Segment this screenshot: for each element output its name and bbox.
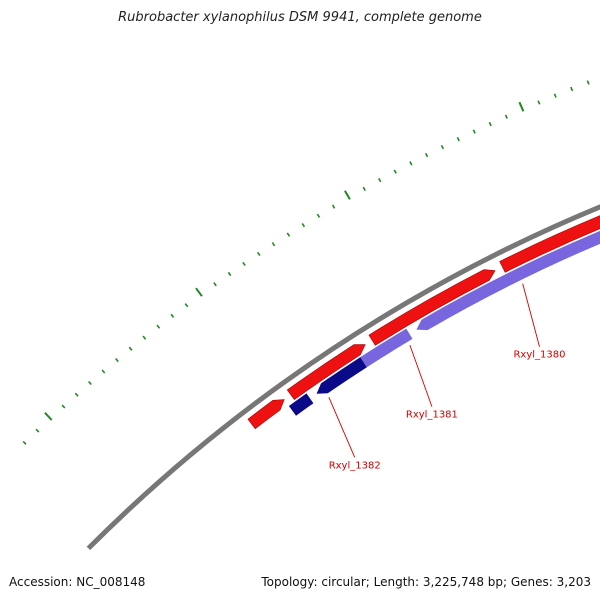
scale-major-tick	[518, 101, 525, 112]
scale-minor-tick	[316, 213, 321, 218]
forward-gene-arrow	[368, 269, 496, 346]
gene-label: Rxyl_1382	[329, 460, 381, 471]
scale-minor-tick	[242, 261, 246, 267]
scale-minor-tick	[142, 335, 147, 340]
reverse-gene-arrow	[360, 328, 413, 368]
scale-minor-tick	[472, 129, 476, 134]
scale-minor-tick	[184, 303, 189, 308]
reverse-gene-arrow	[316, 357, 367, 394]
scale-minor-tick	[101, 369, 106, 374]
scale-minor-tick	[409, 161, 413, 166]
scale-minor-tick	[362, 186, 366, 191]
scale-minor-tick	[256, 251, 261, 257]
gene-leader-line	[409, 344, 433, 407]
scale-major-tick	[44, 412, 53, 421]
scale-major-tick	[195, 287, 203, 297]
gene-label: Rxyl_1380	[513, 350, 565, 361]
scale-minor-tick	[156, 324, 161, 329]
scale-minor-tick	[456, 137, 460, 142]
map-title: Rubrobacter xylanophilus DSM 9941, compl…	[118, 10, 482, 25]
scale-minor-tick	[88, 380, 92, 386]
scale-minor-tick	[213, 282, 217, 287]
scale-minor-tick	[331, 204, 336, 209]
scale-minor-tick	[115, 357, 119, 363]
scale-minor-tick	[128, 346, 133, 351]
gene-label: Rxyl_1381	[406, 410, 458, 421]
reverse-gene-arrow	[416, 230, 600, 331]
feature-track	[247, 215, 600, 430]
scale-minor-tick	[35, 428, 40, 433]
scale-minor-tick	[227, 271, 232, 277]
scale-minor-tick	[440, 144, 445, 150]
scale-minor-tick	[301, 222, 306, 228]
scale-minor-tick	[424, 152, 429, 158]
scale-major-tick	[344, 190, 351, 200]
scale-minor-tick	[271, 242, 276, 247]
accession-text: Accession: NC_008148	[9, 575, 146, 589]
scale-minor-tick	[74, 392, 79, 397]
scale-minor-tick	[553, 93, 557, 98]
scale-minor-tick	[378, 178, 382, 183]
scale-minor-tick	[61, 404, 66, 409]
genome-backbone	[86, 204, 600, 551]
gene-leader-line	[328, 397, 356, 458]
backbone-arc	[86, 204, 600, 551]
scale-minor-tick	[537, 100, 541, 105]
scale-minor-tick	[22, 440, 27, 445]
forward-gene-arrow	[286, 344, 366, 401]
scale-track: 1399 kbp1400 kbp1401 kbp1402 kbp1403 kbp…	[22, 80, 590, 445]
scale-minor-tick	[586, 80, 590, 85]
gene-leader-line	[522, 283, 540, 347]
scale-minor-tick	[286, 232, 291, 237]
forward-gene-arrow	[499, 215, 600, 273]
scale-minor-tick	[170, 313, 175, 318]
scale-minor-tick	[570, 86, 574, 92]
forward-gene-arrow	[247, 399, 285, 430]
scale-minor-tick	[488, 121, 492, 127]
topology-summary: Topology: circular; Length: 3,225,748 bp…	[261, 575, 591, 589]
scale-minor-tick	[393, 169, 397, 174]
scale-minor-tick	[504, 114, 508, 119]
reverse-gene-arrow	[288, 393, 314, 416]
